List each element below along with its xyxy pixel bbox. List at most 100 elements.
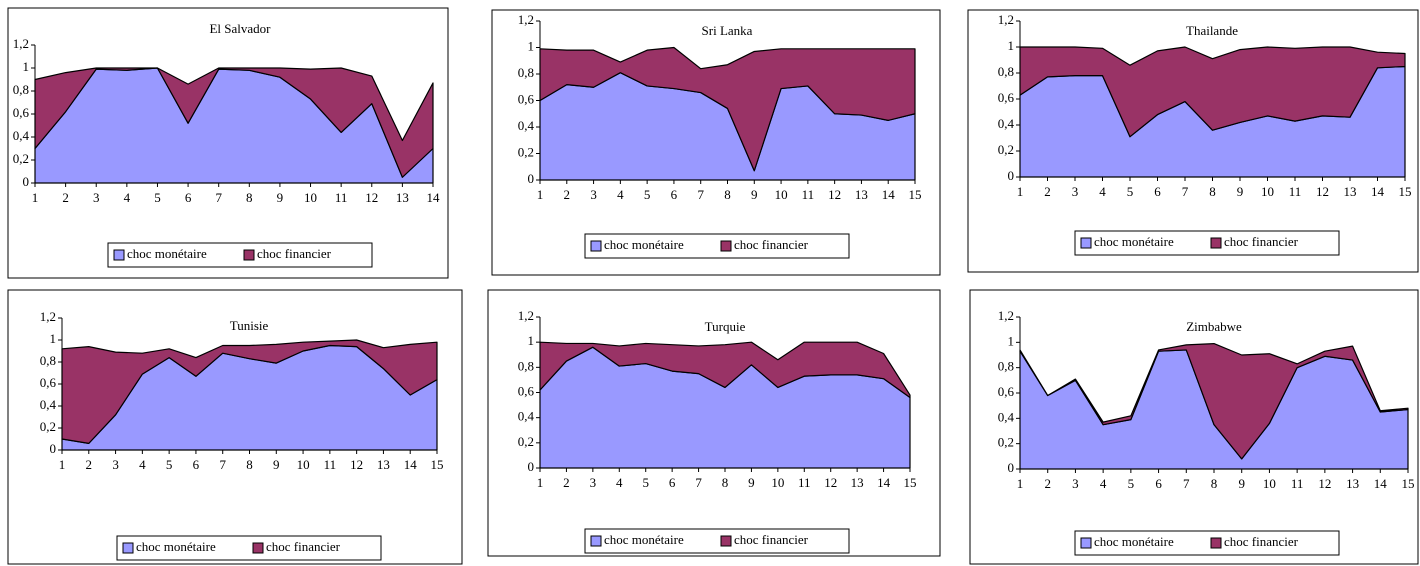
legend-label: choc financier [257, 246, 332, 261]
x-tick-label: 10 [771, 475, 784, 490]
x-tick-label: 8 [722, 475, 729, 490]
legend-swatch [590, 535, 602, 547]
x-tick-label: 15 [1399, 184, 1412, 199]
legend-label: choc financier [266, 539, 341, 554]
y-tick-label: 1 [23, 59, 30, 74]
x-tick-label: 13 [396, 190, 409, 205]
legend-label: choc financier [1224, 534, 1299, 549]
x-tick-label: 11 [798, 475, 811, 490]
y-tick-label: 0,8 [518, 358, 534, 373]
y-tick-label: 0,6 [40, 375, 57, 390]
y-tick-label: 0 [50, 441, 57, 456]
legend-label: choc financier [734, 237, 809, 252]
legend-box [584, 528, 850, 554]
legend-label: choc financier [734, 532, 809, 547]
x-tick-label: 11 [324, 457, 337, 472]
y-tick-label: 0,6 [13, 105, 30, 120]
y-tick-label: 1,2 [998, 12, 1014, 27]
x-tick-label: 14 [1374, 476, 1388, 491]
y-tick-label: 1,2 [40, 309, 56, 324]
y-tick-label: 0,8 [518, 65, 534, 80]
legend-label: choc monétaire [604, 532, 684, 547]
x-tick-label: 14 [427, 190, 441, 205]
legend-swatch [1210, 237, 1222, 249]
legend-swatch [1080, 237, 1092, 249]
x-tick-label: 5 [154, 190, 161, 205]
x-tick-label: 9 [1238, 476, 1245, 491]
area [61, 339, 438, 444]
legend-swatch [590, 240, 602, 252]
y-tick-label: 0,4 [40, 397, 57, 412]
x-tick-label: 10 [1261, 184, 1274, 199]
x-tick-label: 15 [431, 457, 444, 472]
legend-swatch [243, 249, 255, 261]
chart-title: Sri Lanka [702, 23, 753, 38]
legend-box [116, 535, 382, 561]
x-tick-label: 11 [1291, 476, 1304, 491]
x-tick-label: 11 [1289, 184, 1302, 199]
y-tick-label: 0 [1008, 460, 1015, 475]
y-tick-label: 1 [50, 331, 57, 346]
x-tick-label: 9 [748, 475, 755, 490]
x-tick-label: 6 [671, 187, 678, 202]
legend-box [584, 233, 850, 259]
y-tick-label: 0,4 [998, 116, 1015, 131]
x-tick-label: 5 [1127, 184, 1134, 199]
area [1019, 343, 1409, 460]
x-tick-label: 2 [1044, 184, 1051, 199]
x-tick-label: 11 [802, 187, 815, 202]
x-tick-label: 7 [695, 475, 702, 490]
x-tick-label: 13 [1346, 476, 1359, 491]
y-tick-label: 0,2 [518, 144, 534, 159]
x-tick-label: 8 [1211, 476, 1218, 491]
y-tick-label: 0 [1008, 168, 1015, 183]
x-tick-label: 12 [1318, 476, 1331, 491]
x-tick-label: 4 [1100, 476, 1107, 491]
x-tick-label: 9 [277, 190, 284, 205]
y-tick-label: 0,2 [40, 419, 56, 434]
y-tick-label: 0,2 [518, 434, 534, 449]
legend-box [1074, 530, 1340, 556]
area [539, 341, 911, 399]
x-tick-label: 10 [297, 457, 310, 472]
x-tick-label: 10 [1263, 476, 1276, 491]
x-tick-label: 4 [617, 187, 624, 202]
y-tick-label: 0 [528, 171, 535, 186]
x-tick-label: 6 [669, 475, 676, 490]
x-tick-label: 8 [246, 190, 253, 205]
y-tick-label: 1,2 [13, 36, 29, 51]
legend-label: choc monétaire [1094, 534, 1174, 549]
y-tick-label: 0,6 [998, 90, 1015, 105]
area [34, 67, 434, 178]
x-tick-label: 2 [564, 187, 571, 202]
x-tick-label: 1 [1017, 476, 1024, 491]
x-tick-label: 12 [828, 187, 841, 202]
x-tick-label: 5 [644, 187, 651, 202]
y-tick-label: 0,6 [518, 383, 535, 398]
y-tick-label: 0,2 [998, 142, 1014, 157]
x-tick-label: 7 [215, 190, 222, 205]
x-tick-label: 8 [1209, 184, 1216, 199]
y-tick-label: 0,2 [998, 435, 1014, 450]
legend-swatch [720, 535, 732, 547]
y-tick-label: 0,6 [998, 384, 1015, 399]
chart-title: Turquie [705, 319, 746, 334]
x-tick-label: 2 [1044, 476, 1051, 491]
x-tick-label: 12 [365, 190, 378, 205]
y-tick-label: 0,2 [13, 151, 29, 166]
x-tick-label: 8 [724, 187, 731, 202]
x-tick-label: 10 [775, 187, 788, 202]
y-tick-label: 0,4 [518, 118, 535, 133]
y-tick-label: 1 [528, 333, 535, 348]
legend-swatch [1210, 537, 1222, 549]
y-tick-label: 1,2 [518, 12, 534, 27]
x-tick-label: 5 [642, 475, 649, 490]
chart-title: Thailande [1186, 23, 1238, 38]
x-tick-label: 4 [616, 475, 623, 490]
x-tick-label: 4 [1099, 184, 1106, 199]
x-tick-label: 1 [537, 475, 544, 490]
x-tick-label: 6 [193, 457, 200, 472]
legend-swatch [720, 240, 732, 252]
y-tick-label: 1 [1008, 333, 1015, 348]
